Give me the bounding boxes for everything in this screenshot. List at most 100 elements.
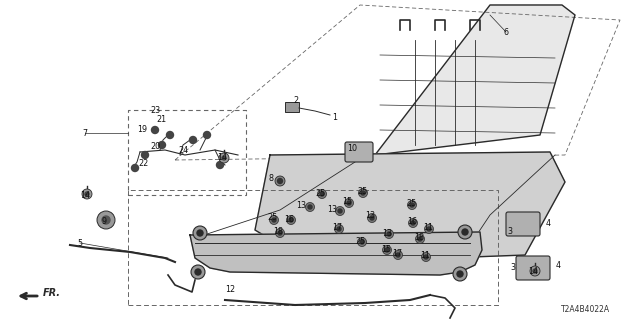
Text: 19: 19 [137,124,147,133]
Circle shape [533,269,537,273]
Polygon shape [360,5,575,160]
Circle shape [269,215,278,225]
Circle shape [530,266,540,276]
Circle shape [275,228,285,237]
Circle shape [85,192,89,196]
Text: 25: 25 [315,188,325,197]
Circle shape [385,229,394,238]
Circle shape [141,151,148,158]
Circle shape [458,225,472,239]
Circle shape [385,248,389,252]
Text: 18: 18 [414,234,424,243]
FancyBboxPatch shape [506,212,540,236]
Circle shape [335,206,344,215]
Text: 13: 13 [327,205,337,214]
Circle shape [387,232,391,236]
Circle shape [383,245,392,254]
Text: 10: 10 [347,143,357,153]
Circle shape [193,226,207,240]
FancyBboxPatch shape [516,256,550,280]
Text: 4: 4 [545,220,550,228]
Circle shape [358,237,367,246]
Text: 4: 4 [556,260,561,269]
Circle shape [424,225,433,234]
Circle shape [408,201,417,210]
Text: 16: 16 [284,214,294,223]
Circle shape [308,205,312,209]
Text: 14: 14 [80,190,90,199]
Text: 13: 13 [382,228,392,237]
Text: 25: 25 [355,236,365,245]
Text: 8: 8 [269,173,273,182]
Circle shape [102,216,110,224]
Circle shape [370,216,374,220]
Text: 5: 5 [77,238,83,247]
Polygon shape [190,232,482,275]
Circle shape [408,219,417,228]
Circle shape [204,132,211,139]
Circle shape [219,153,229,163]
Circle shape [411,221,415,225]
Text: 6: 6 [504,28,509,36]
Text: 21: 21 [156,115,166,124]
Bar [285,102,299,112]
FancyBboxPatch shape [345,142,373,162]
Circle shape [361,191,365,195]
Circle shape [338,209,342,213]
Circle shape [159,141,166,148]
Text: 24: 24 [178,146,188,155]
Circle shape [394,251,403,260]
Circle shape [197,230,203,236]
Text: FR.: FR. [43,288,61,298]
Text: 25: 25 [267,213,277,222]
Circle shape [396,253,400,257]
Text: 11: 11 [423,223,433,233]
Text: 18: 18 [273,228,283,236]
Circle shape [337,227,341,231]
Circle shape [457,271,463,277]
Circle shape [216,162,223,169]
Text: T2A4B4022A: T2A4B4022A [561,305,610,314]
Text: 9: 9 [101,218,107,227]
Circle shape [189,137,196,143]
Text: 20: 20 [150,141,160,150]
Circle shape [278,179,282,183]
Text: 15: 15 [342,197,352,206]
Circle shape [367,213,376,222]
Circle shape [166,132,173,139]
Text: 1: 1 [333,113,337,122]
Circle shape [131,164,138,172]
Text: 17: 17 [332,223,342,233]
Circle shape [418,237,422,241]
Circle shape [278,231,282,235]
Circle shape [410,203,414,207]
Text: 22: 22 [138,158,148,167]
Circle shape [427,227,431,231]
Text: 3: 3 [511,263,515,273]
Circle shape [347,201,351,205]
Circle shape [275,176,285,186]
Circle shape [462,229,468,235]
Text: 14: 14 [217,153,227,162]
Circle shape [415,235,424,244]
Circle shape [152,126,159,133]
Circle shape [191,265,205,279]
Text: 12: 12 [225,285,235,294]
Circle shape [317,189,326,198]
Circle shape [82,189,92,199]
Text: 13: 13 [296,202,306,211]
Circle shape [344,198,353,207]
Text: 11: 11 [420,252,430,260]
Text: 2: 2 [293,95,299,105]
Text: 15: 15 [381,244,391,253]
Text: 23: 23 [150,106,160,115]
Circle shape [453,267,467,281]
Polygon shape [255,152,565,263]
Circle shape [335,225,344,234]
Circle shape [358,188,367,197]
Text: 14: 14 [528,268,538,276]
Circle shape [195,269,201,275]
Circle shape [289,218,293,222]
Circle shape [424,255,428,259]
Text: 17: 17 [392,250,402,259]
